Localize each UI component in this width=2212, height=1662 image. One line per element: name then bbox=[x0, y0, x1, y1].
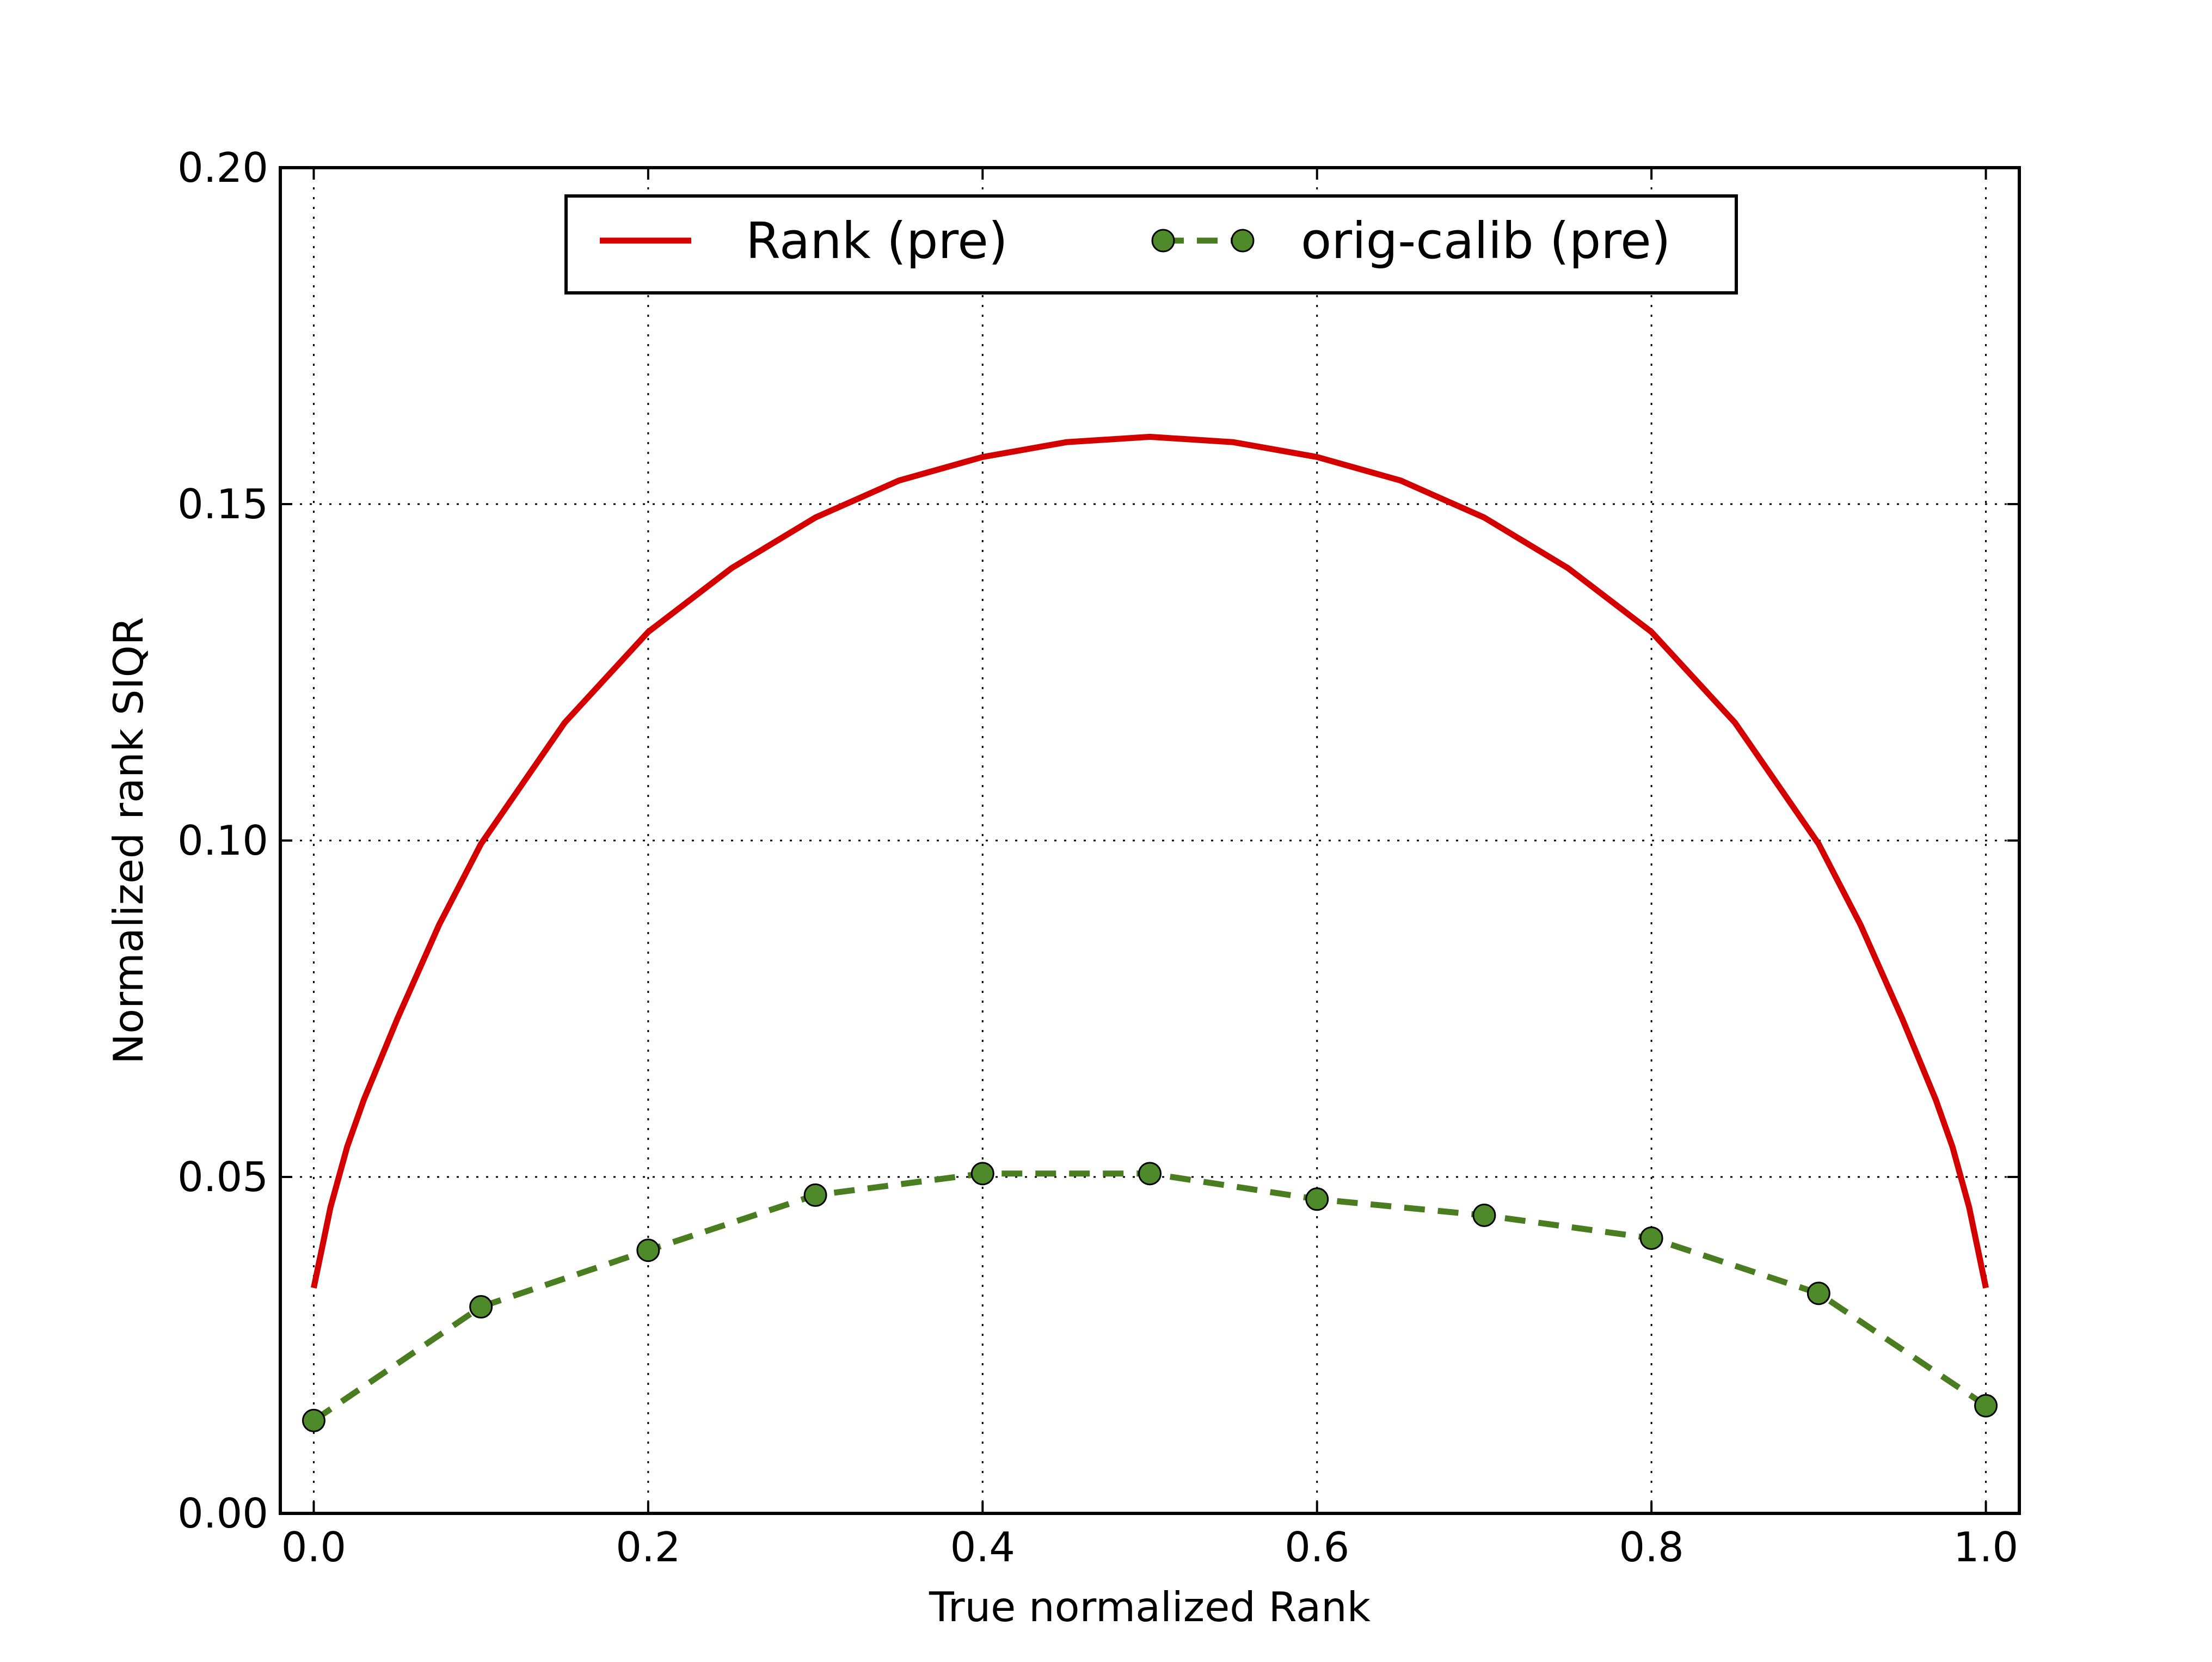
data-point-orig-calib-pre bbox=[1138, 1162, 1162, 1186]
data-point-orig-calib-pre bbox=[1472, 1203, 1496, 1227]
series-layer bbox=[302, 433, 1998, 1432]
data-point-orig-calib-pre bbox=[1639, 1226, 1663, 1250]
x-axis-label: True normalized Rank bbox=[929, 1583, 1371, 1631]
y-tick-label: 0.05 bbox=[177, 1153, 268, 1201]
data-point-orig-calib-pre bbox=[636, 1238, 660, 1262]
data-point-orig-calib-pre bbox=[302, 1408, 325, 1432]
x-tick-label: 0.4 bbox=[950, 1523, 1015, 1571]
y-tick-label: 0.15 bbox=[177, 480, 268, 528]
legend-label-rank-pre: Rank (pre) bbox=[746, 212, 1008, 270]
legend: Rank (pre) orig-calib (pre) bbox=[564, 194, 1738, 295]
legend-marker-orig-calib-pre bbox=[1151, 229, 1175, 253]
data-point-orig-calib-pre bbox=[1305, 1187, 1329, 1211]
data-point-orig-calib-pre bbox=[1807, 1281, 1830, 1305]
y-tick-label: 0.00 bbox=[177, 1489, 268, 1537]
y-tick-label: 0.20 bbox=[177, 144, 268, 192]
y-tick-label: 0.10 bbox=[177, 817, 268, 864]
data-point-orig-calib-pre bbox=[803, 1183, 827, 1207]
x-tick-label: 0.8 bbox=[1619, 1523, 1683, 1571]
x-tick-label: 0.6 bbox=[1285, 1523, 1349, 1571]
legend-marker-orig-calib-pre bbox=[1231, 229, 1255, 253]
legend-box bbox=[564, 194, 1738, 295]
data-point-orig-calib-pre bbox=[970, 1162, 994, 1186]
data-point-orig-calib-pre bbox=[1974, 1394, 1998, 1418]
x-tick-label: 1.0 bbox=[1953, 1523, 2018, 1571]
y-axis-label: Normalized rank SIQR bbox=[105, 617, 152, 1064]
x-tick-label: 0.0 bbox=[281, 1523, 346, 1571]
ticks: 0.0 0.2 0.4 0.6 0.8 1.0 0.00 0.05 0.10 0.15 0.20 bbox=[177, 144, 2019, 1571]
series-line-rank-pre bbox=[311, 433, 1989, 1289]
x-tick-label: 0.2 bbox=[616, 1523, 680, 1571]
data-point-orig-calib-pre bbox=[469, 1295, 493, 1319]
legend-label-orig-calib-pre: orig-calib (pre) bbox=[1301, 212, 1671, 270]
